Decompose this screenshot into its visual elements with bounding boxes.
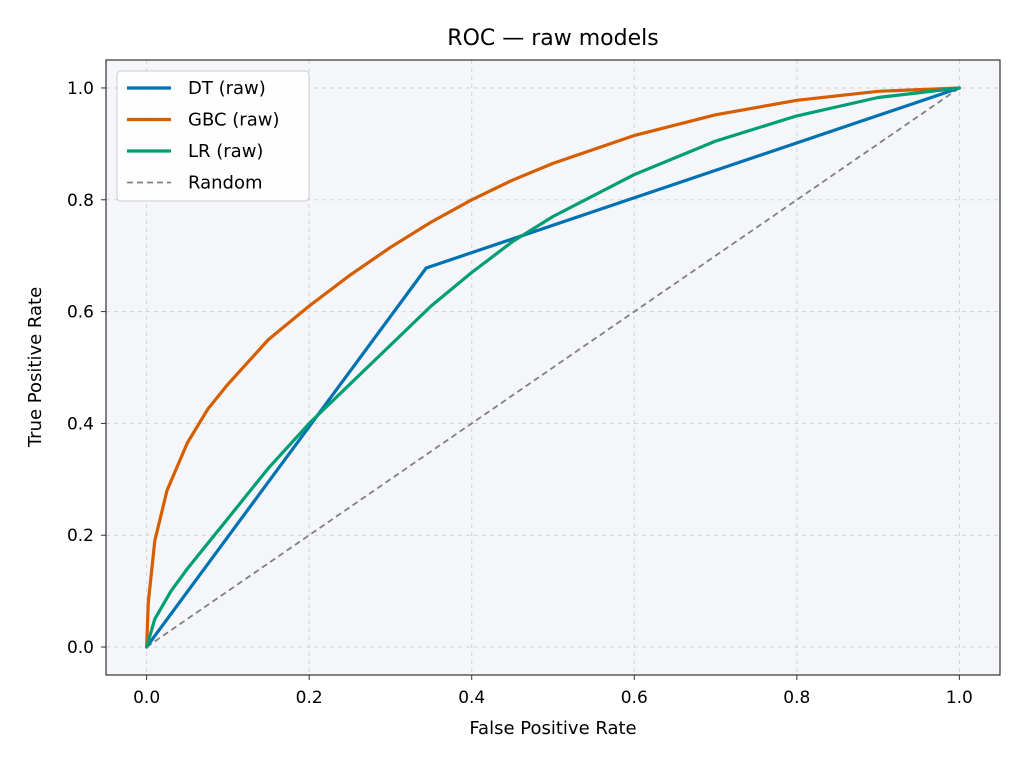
series-line-lr-raw: [145, 86, 962, 649]
grid-lines: [106, 60, 1000, 675]
x-tick-label: 0.6: [621, 688, 648, 708]
chart-title: ROC — raw models: [447, 26, 658, 51]
x-tick-label: 1.0: [946, 688, 973, 708]
x-axis-label: False Positive Rate: [469, 718, 636, 739]
y-tick-label: 1.0: [67, 79, 94, 99]
y-tick-label: 0.0: [67, 638, 94, 658]
legend-label-dt-raw: DT (raw): [188, 78, 266, 99]
y-tick-label: 0.8: [67, 191, 94, 211]
y-tick-label: 0.6: [67, 303, 94, 323]
series-line-random: [146, 87, 960, 648]
legend: DT (raw) GBC (raw) LR (raw) Random: [116, 70, 310, 202]
series-lines: [145, 86, 962, 649]
legend-box: [116, 70, 310, 202]
series-line-dt-raw: [145, 86, 962, 649]
legend-label-random: Random: [188, 173, 263, 194]
y-tick-label: 0.4: [67, 414, 94, 434]
plot-frame: [105, 59, 1001, 676]
legend-label-gbc-raw: GBC (raw): [188, 110, 279, 131]
x-tick-label: 0.4: [458, 688, 485, 708]
x-tick-label: 0.0: [133, 688, 160, 708]
y-tick-label: 0.2: [67, 526, 94, 546]
x-tick-label: 0.8: [783, 688, 810, 708]
y-axis-label: True Positive Rate: [25, 287, 46, 448]
legend-label-lr-raw: LR (raw): [188, 141, 263, 162]
axis-ticks: 0.0 0.2 0.4 0.6 0.8 1.0 0.0 0.2 0.4 0.6 0.8 1.0: [67, 79, 973, 708]
x-tick-label: 0.2: [296, 688, 323, 708]
series-line-gbc-raw: [145, 86, 962, 649]
